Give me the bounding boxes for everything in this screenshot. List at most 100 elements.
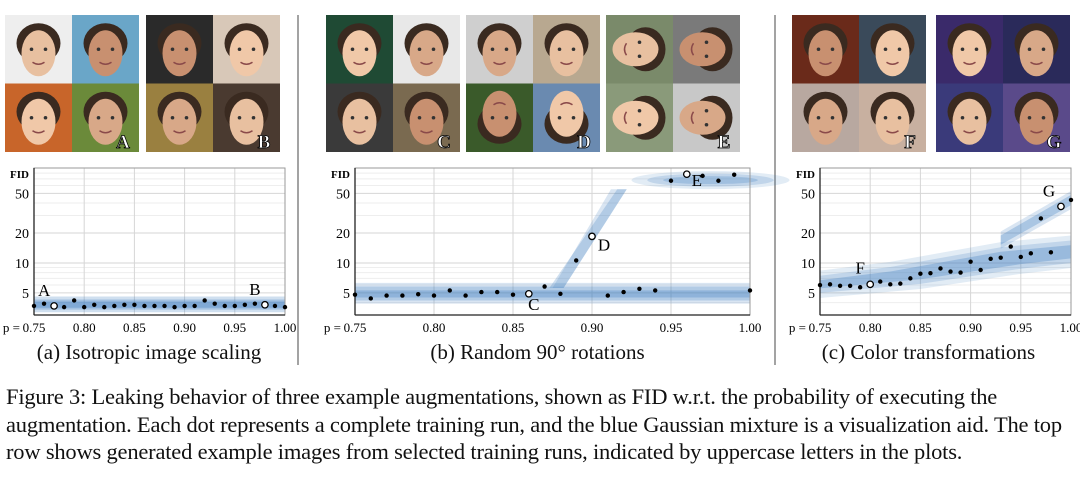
face-skin xyxy=(229,98,264,145)
image-label: G xyxy=(1047,132,1062,153)
data-point xyxy=(122,302,127,307)
data-point xyxy=(495,289,500,295)
mouth xyxy=(353,61,366,65)
highlighted-run-point xyxy=(682,170,691,179)
gaussian-band xyxy=(355,290,750,298)
x-tick-label: 0.95 xyxy=(660,320,683,335)
data-point xyxy=(31,303,37,309)
eye xyxy=(830,47,835,52)
mouth xyxy=(690,111,695,125)
data-point xyxy=(668,178,674,183)
face-skin xyxy=(88,30,123,77)
y-tick-label: 10 xyxy=(15,257,29,272)
mouth xyxy=(240,130,253,134)
mouth xyxy=(240,61,253,65)
face xyxy=(544,23,589,77)
eye xyxy=(417,47,422,52)
mouth xyxy=(173,61,186,65)
gaussian-mixture xyxy=(820,190,1071,299)
face-skin xyxy=(162,30,197,77)
data-point xyxy=(700,173,705,179)
face xyxy=(477,90,522,144)
x-tick-label: 0.95 xyxy=(1009,320,1032,335)
data-point xyxy=(222,303,227,309)
eye xyxy=(704,54,709,59)
subcaption-c: (c) Color transformations xyxy=(821,340,1036,364)
mouth xyxy=(173,130,186,134)
highlighted-run-point xyxy=(588,232,596,241)
x-tick-label: 0.75 xyxy=(23,320,46,335)
mouth xyxy=(420,61,433,65)
eye xyxy=(704,122,709,127)
data-point xyxy=(162,303,167,309)
image-label: B xyxy=(258,132,271,153)
x-tick-label: 1.00 xyxy=(739,320,762,335)
eye xyxy=(431,47,436,52)
data-point xyxy=(447,288,452,293)
y-tick-label: 50 xyxy=(336,187,350,202)
mouth xyxy=(99,61,112,65)
data-point xyxy=(112,303,117,309)
data-point xyxy=(142,303,147,309)
data-point xyxy=(827,282,833,287)
x-tick-label: 0.80 xyxy=(859,320,882,335)
face xyxy=(544,90,589,144)
image-label: A xyxy=(116,132,130,153)
x-tick-label: 0.90 xyxy=(959,320,982,335)
gaussian-band xyxy=(34,296,285,313)
mouth xyxy=(493,102,506,106)
data-point xyxy=(978,267,983,273)
x-axis-prefix: p = xyxy=(789,320,806,335)
eye xyxy=(490,115,495,120)
eye xyxy=(431,115,436,120)
image-grid-a: A xyxy=(5,15,139,153)
face-skin xyxy=(1019,98,1054,145)
data-point xyxy=(605,293,610,298)
x-tick-label: 0.90 xyxy=(173,320,196,335)
eye xyxy=(1041,115,1046,120)
image-label: F xyxy=(904,132,916,153)
mouth xyxy=(493,61,506,65)
data-point xyxy=(653,288,658,293)
data-point xyxy=(732,172,737,177)
data-point xyxy=(152,303,157,309)
data-point xyxy=(847,283,853,288)
data-point xyxy=(416,292,421,297)
face-skin xyxy=(229,30,264,77)
eye xyxy=(883,47,888,52)
data-point xyxy=(463,293,468,298)
y-tick-label: 50 xyxy=(801,187,815,202)
data-point xyxy=(1068,197,1074,203)
face-skin xyxy=(1019,30,1054,77)
face-skin xyxy=(549,30,584,77)
gaussian-band xyxy=(34,299,285,310)
eye xyxy=(504,47,509,52)
x-tick-label: 0.85 xyxy=(502,320,525,335)
eye xyxy=(43,47,48,52)
mouth xyxy=(1030,130,1043,134)
eye xyxy=(29,115,34,120)
eye xyxy=(557,115,562,120)
face-skin xyxy=(808,30,843,77)
y-axis-label: FID xyxy=(796,169,815,181)
eye xyxy=(830,115,835,120)
face xyxy=(16,91,61,145)
face xyxy=(16,23,61,77)
image-label: C xyxy=(437,132,451,153)
data-point xyxy=(282,304,288,310)
data-point xyxy=(61,304,67,310)
face xyxy=(1014,91,1059,145)
eye xyxy=(637,122,642,127)
highlighted-run-point xyxy=(261,300,269,309)
data-point xyxy=(172,304,177,310)
annotation-label: C xyxy=(528,295,539,314)
data-point xyxy=(41,301,47,306)
chart-a: 5 10 20 50 0.75 0.80 0.85 0.90 0.95 1.00 p = FID A B xyxy=(3,167,296,335)
eye xyxy=(637,40,642,45)
eye xyxy=(251,47,256,52)
image-grid-b: B xyxy=(146,15,280,153)
eye xyxy=(1027,47,1032,52)
face xyxy=(1014,23,1059,77)
eye xyxy=(350,115,355,120)
